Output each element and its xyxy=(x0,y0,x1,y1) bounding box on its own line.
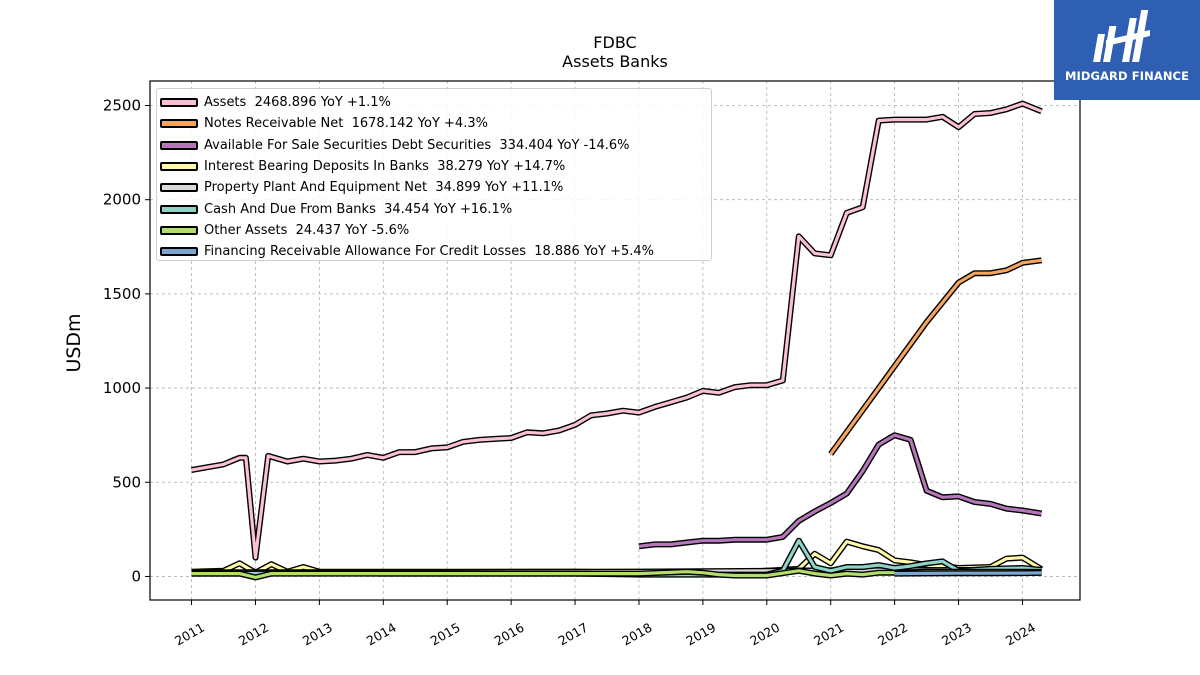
legend-swatch xyxy=(160,204,198,214)
chart-legend: Assets 2468.896 YoY +1.1% Notes Receivabl… xyxy=(156,88,712,261)
series-layer xyxy=(190,100,1044,581)
series-line xyxy=(638,433,1042,548)
legend-swatch xyxy=(160,98,198,108)
chart-title: FDBC xyxy=(593,33,636,52)
legend-label: Notes Receivable Net 1678.142 YoY +4.3% xyxy=(204,116,488,132)
legend-label: Cash And Due From Banks 34.454 YoY +16.1… xyxy=(204,201,513,217)
x-tick-label: 2013 xyxy=(300,620,335,649)
legend-item: Assets 2468.896 YoY +1.1% xyxy=(157,92,711,113)
series-0 xyxy=(190,100,1043,561)
series-line-outline xyxy=(638,432,1043,550)
y-tick-label: 2500 xyxy=(103,96,141,114)
legend-label: Available For Sale Securities Debt Secur… xyxy=(204,137,630,153)
x-tick-label: 2011 xyxy=(172,620,207,649)
legend-label: Interest Bearing Deposits In Banks 38.27… xyxy=(204,159,566,175)
series-line xyxy=(191,569,1042,580)
x-tick-label: 2018 xyxy=(619,620,654,649)
x-tick-label: 2017 xyxy=(556,620,591,649)
series-2 xyxy=(638,432,1043,550)
series-6 xyxy=(191,567,1042,581)
x-tick-label: 2024 xyxy=(1003,620,1038,649)
legend-label: Property Plant And Equipment Net 34.899 … xyxy=(204,180,564,196)
x-tick-label: 2019 xyxy=(683,620,718,649)
legend-item: Interest Bearing Deposits In Banks 38.27… xyxy=(157,156,711,177)
x-tick-label: 2014 xyxy=(364,620,399,649)
legend-label: Financing Receivable Allowance For Credi… xyxy=(204,244,655,260)
y-tick-label: 1000 xyxy=(103,379,141,397)
plot-frame xyxy=(149,80,1081,601)
chart-subtitle: Assets Banks xyxy=(562,52,668,71)
series-line xyxy=(191,101,1043,560)
legend-item: Financing Receivable Allowance For Credi… xyxy=(157,241,711,262)
y-tick-label: 1500 xyxy=(103,285,141,303)
x-tick-label: 2023 xyxy=(939,620,974,649)
legend-item: Property Plant And Equipment Net 34.899 … xyxy=(157,177,711,198)
x-tick-label: 2021 xyxy=(811,620,846,649)
series-line xyxy=(829,258,1042,455)
legend-item: Cash And Due From Banks 34.454 YoY +16.1… xyxy=(157,198,711,219)
series-line xyxy=(894,571,1042,576)
y-tick-label: 0 xyxy=(131,567,141,585)
y-tick-label: 2000 xyxy=(103,191,141,209)
x-tick-label: 2015 xyxy=(428,620,463,649)
legend-item: Notes Receivable Net 1678.142 YoY +4.3% xyxy=(157,113,711,134)
legend-swatch xyxy=(160,183,198,193)
brand-logo: MIDGARD FINANCE xyxy=(1054,0,1200,100)
legend-swatch xyxy=(160,225,198,235)
brand-mark-icon xyxy=(1093,10,1150,62)
legend-swatch xyxy=(160,162,198,172)
x-tick-label: 2012 xyxy=(236,620,271,649)
x-tick-label: 2016 xyxy=(492,620,527,649)
y-axis-label: USDm xyxy=(63,313,85,372)
series-1 xyxy=(828,257,1042,456)
y-tick-label: 500 xyxy=(112,473,141,491)
legend-swatch xyxy=(160,119,198,129)
x-tick-label: 2020 xyxy=(747,620,782,649)
brand-name: MIDGARD FINANCE xyxy=(1064,69,1190,83)
series-7 xyxy=(894,569,1042,577)
legend-swatch xyxy=(160,247,198,257)
legend-item: Other Assets 24.437 YoY -5.6% xyxy=(157,220,711,241)
legend-label: Other Assets 24.437 YoY -5.6% xyxy=(204,222,410,238)
legend-swatch xyxy=(160,140,198,150)
x-tick-label: 2022 xyxy=(875,620,910,649)
legend-label: Assets 2468.896 YoY +1.1% xyxy=(204,95,391,111)
series-line-outline xyxy=(828,257,1042,456)
legend-item: Available For Sale Securities Debt Secur… xyxy=(157,135,711,156)
